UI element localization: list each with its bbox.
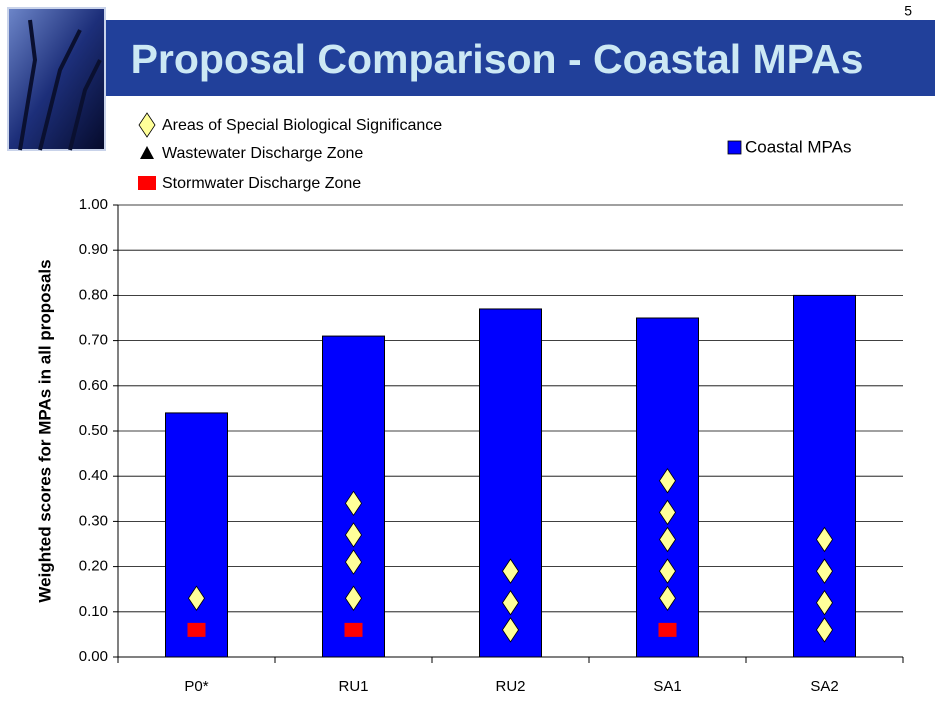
legend-label: Areas of Special Biological Significance [162, 117, 442, 134]
marker-square [658, 622, 677, 637]
marker-diamond [816, 558, 833, 584]
marker-diamond [816, 617, 833, 643]
bar [165, 412, 228, 658]
marker-diamond [345, 490, 362, 517]
marker-square [344, 622, 363, 637]
x-tick-label: SA2 [810, 678, 838, 695]
y-tick-label: 0.70 [79, 332, 108, 349]
y-tick-label: 0.20 [79, 558, 108, 575]
y-tick-label: 0.60 [79, 377, 108, 394]
x-tick-label: RU1 [338, 678, 368, 695]
y-tick-label: 0.80 [79, 286, 108, 303]
x-tick-label: SA1 [653, 678, 681, 695]
y-tick-label: 0.50 [79, 422, 108, 439]
slide-title: Proposal Comparison - Coastal MPAs [131, 36, 864, 82]
legend-label: Coastal MPAs [745, 137, 851, 156]
legend-swatch [727, 140, 742, 155]
marker-diamond [188, 585, 205, 611]
marker-diamond [345, 522, 362, 548]
marker-diamond [816, 526, 833, 553]
thumbnail-detail [18, 19, 102, 151]
x-tick-label: RU2 [495, 678, 525, 695]
y-tick-label: 0.00 [79, 648, 108, 665]
legend-label: Stormwater Discharge Zone [162, 175, 361, 192]
x-tick-label: P0* [184, 678, 208, 695]
marker-square [187, 622, 206, 637]
legend-swatch [140, 146, 154, 159]
legend-swatch [138, 176, 156, 190]
y-tick-label: 1.00 [79, 196, 108, 213]
y-axis-label: Weighted scores for MPAs in all proposal… [35, 259, 54, 602]
y-tick-label: 0.40 [79, 467, 108, 484]
marker-diamond [345, 585, 362, 611]
marker-diamond [502, 590, 519, 616]
y-tick-label: 0.30 [79, 512, 108, 529]
marker-diamond [659, 499, 676, 526]
y-tick-label: 0.10 [79, 603, 108, 620]
marker-diamond [816, 590, 833, 616]
legend-swatch [138, 112, 156, 138]
marker-diamond [659, 585, 676, 611]
marker-diamond [659, 558, 676, 584]
legend-label: Wastewater Discharge Zone [162, 145, 363, 162]
title-bar [8, 20, 935, 96]
y-tick-label: 0.90 [79, 241, 108, 258]
marker-diamond [659, 526, 676, 553]
marker-diamond [502, 558, 519, 584]
slide-number: 5 [904, 3, 912, 19]
marker-diamond [345, 549, 362, 575]
marker-diamond [659, 467, 676, 494]
marker-diamond [502, 617, 519, 643]
